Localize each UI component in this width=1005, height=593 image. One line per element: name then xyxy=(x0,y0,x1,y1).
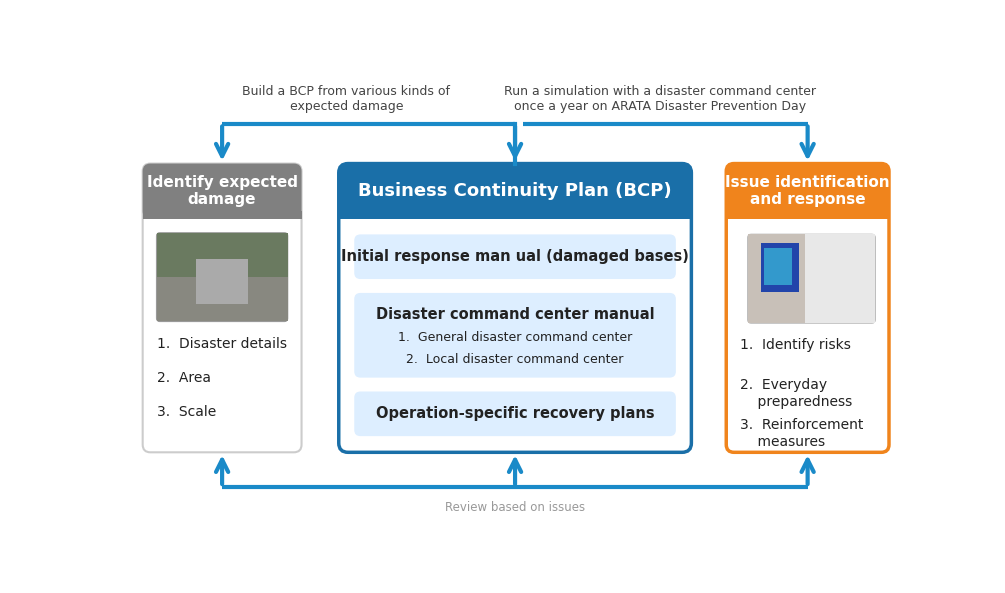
Bar xyxy=(157,233,287,286)
Text: 2.  Local disaster command center: 2. Local disaster command center xyxy=(406,353,624,366)
FancyBboxPatch shape xyxy=(339,164,691,452)
Bar xyxy=(339,210,691,219)
Text: Disaster command center manual: Disaster command center manual xyxy=(376,307,654,322)
Text: 1.  Disaster details: 1. Disaster details xyxy=(157,337,286,351)
Bar xyxy=(748,234,805,323)
FancyBboxPatch shape xyxy=(748,234,875,323)
Text: Operation-specific recovery plans: Operation-specific recovery plans xyxy=(376,406,654,421)
FancyBboxPatch shape xyxy=(339,164,691,219)
Text: Review based on issues: Review based on issues xyxy=(444,501,585,514)
Text: 3.  Scale: 3. Scale xyxy=(157,404,216,419)
FancyBboxPatch shape xyxy=(354,293,676,378)
Text: 2.  Area: 2. Area xyxy=(157,371,211,385)
FancyBboxPatch shape xyxy=(354,391,676,436)
Bar xyxy=(143,211,302,219)
Text: 1.  General disaster command center: 1. General disaster command center xyxy=(398,331,632,344)
FancyBboxPatch shape xyxy=(143,164,302,452)
FancyBboxPatch shape xyxy=(157,233,287,321)
Text: Identify expected
damage: Identify expected damage xyxy=(147,175,297,208)
Text: 1.  Identify risks: 1. Identify risks xyxy=(741,339,851,352)
Bar xyxy=(765,248,792,285)
Bar xyxy=(761,243,799,292)
Text: 3.  Reinforcement
    measures: 3. Reinforcement measures xyxy=(741,419,863,449)
FancyBboxPatch shape xyxy=(727,164,889,452)
Text: Issue identification
and response: Issue identification and response xyxy=(726,175,890,208)
Text: Build a BCP from various kinds of
expected damage: Build a BCP from various kinds of expect… xyxy=(242,85,450,113)
Text: Initial response man ual (damaged bases): Initial response man ual (damaged bases) xyxy=(341,249,689,264)
Bar xyxy=(727,211,889,219)
Text: Business Continuity Plan (BCP): Business Continuity Plan (BCP) xyxy=(358,182,672,200)
Text: Run a simulation with a disaster command center
once a year on ARATA Disaster Pr: Run a simulation with a disaster command… xyxy=(505,85,816,113)
FancyBboxPatch shape xyxy=(143,164,302,219)
Text: 2.  Everyday
    preparedness: 2. Everyday preparedness xyxy=(741,378,852,409)
FancyBboxPatch shape xyxy=(727,164,889,219)
FancyBboxPatch shape xyxy=(354,234,676,279)
Bar xyxy=(748,234,875,323)
Bar xyxy=(196,259,248,304)
Bar xyxy=(157,277,287,321)
